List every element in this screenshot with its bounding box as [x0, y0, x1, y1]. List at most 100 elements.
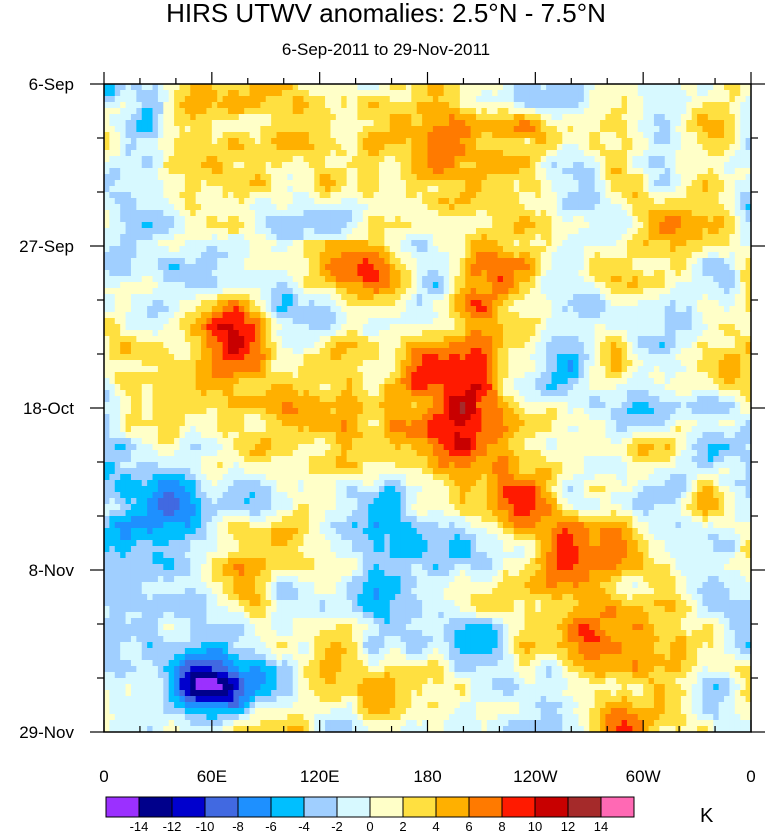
field-cell [637, 318, 644, 325]
field-cell [616, 180, 623, 187]
field-cell [281, 204, 288, 211]
field-cell [330, 132, 337, 139]
field-cell [707, 204, 714, 211]
field-cell [653, 120, 660, 127]
field-cell [626, 318, 633, 325]
field-cell [583, 162, 590, 169]
field-cell [702, 282, 709, 289]
field-cell [637, 276, 644, 283]
field-cell [729, 270, 736, 277]
field-cell [314, 108, 321, 115]
field-cell [734, 246, 741, 253]
field-cell [287, 90, 294, 97]
field-cell [513, 102, 520, 109]
field-cell [632, 228, 639, 235]
field-cell [680, 198, 687, 205]
field-cell [427, 204, 434, 211]
field-cell [217, 306, 224, 313]
field-cell [556, 300, 563, 307]
field-cell [724, 264, 731, 271]
field-cell [427, 252, 434, 259]
field-cell [648, 126, 655, 133]
field-cell [341, 150, 348, 157]
field-cell [675, 114, 682, 121]
field-cell [691, 276, 698, 283]
field-cell [740, 96, 747, 103]
field-cell [211, 144, 218, 151]
field-cell [190, 264, 197, 271]
field-cell [443, 102, 450, 109]
field-cell [508, 240, 515, 247]
field-cell [643, 222, 650, 229]
field-cell [411, 204, 418, 211]
field-cell [254, 138, 261, 145]
field-cell [314, 330, 321, 337]
field-cell [724, 102, 731, 109]
field-cell [675, 198, 682, 205]
field-cell [308, 168, 315, 175]
field-cell [551, 300, 558, 307]
field-cell [680, 150, 687, 157]
field-cell [502, 126, 509, 133]
field-cell [195, 198, 202, 205]
field-cell [691, 258, 698, 265]
field-cell [556, 210, 563, 217]
field-cell [675, 138, 682, 145]
field-cell [405, 114, 412, 121]
field-cell [120, 114, 127, 121]
field-cell [540, 84, 547, 91]
field-cell [233, 288, 240, 295]
field-cell [443, 282, 450, 289]
field-cell [411, 132, 418, 139]
field-cell [670, 162, 677, 169]
field-cell [691, 270, 698, 277]
field-cell [201, 156, 208, 163]
field-cell [583, 252, 590, 259]
field-cell [249, 138, 256, 145]
field-cell [195, 330, 202, 337]
field-cell [707, 180, 714, 187]
field-cell [271, 300, 278, 307]
field-cell [481, 210, 488, 217]
field-cell [228, 138, 234, 145]
field-cell [659, 306, 666, 313]
field-cell [287, 120, 294, 127]
field-cell [222, 168, 229, 175]
field-cell [740, 90, 747, 97]
field-cell [578, 216, 585, 223]
field-cell [335, 192, 342, 199]
field-cell [292, 180, 299, 187]
field-cell [373, 324, 380, 331]
field-cell [432, 150, 439, 157]
field-cell [745, 276, 751, 283]
field-cell [427, 324, 434, 331]
field-cell [616, 282, 623, 289]
field-cell [308, 120, 315, 127]
field-cell [686, 294, 693, 301]
field-cell [556, 162, 563, 169]
field-cell [707, 162, 714, 169]
field-cell [745, 300, 751, 307]
field-cell [524, 180, 531, 187]
field-cell [621, 252, 628, 259]
field-cell [724, 258, 731, 265]
field-cell [395, 156, 402, 163]
field-cell [734, 102, 741, 109]
field-cell [438, 246, 445, 253]
field-cell [298, 318, 305, 325]
field-cell [502, 114, 509, 121]
field-cell [400, 330, 407, 337]
field-cell [147, 108, 154, 115]
field-cell [567, 264, 574, 271]
field-cell [734, 228, 741, 235]
field-cell [594, 126, 601, 133]
field-cell [157, 306, 164, 313]
field-cell [411, 252, 418, 259]
field-cell [303, 96, 310, 103]
field-cell [438, 102, 445, 109]
field-cell [470, 258, 477, 265]
field-cell [222, 192, 229, 199]
field-cell [400, 186, 407, 193]
field-cell [244, 216, 251, 223]
field-cell [249, 90, 256, 97]
